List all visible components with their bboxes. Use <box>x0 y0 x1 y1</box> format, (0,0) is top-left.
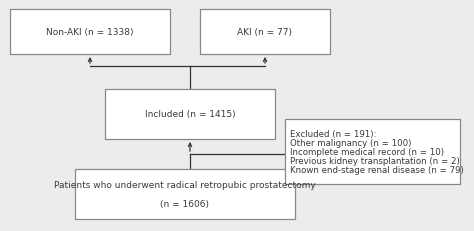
Text: Previous kidney transplantation (n = 2): Previous kidney transplantation (n = 2) <box>290 157 460 165</box>
Text: (n = 1606): (n = 1606) <box>161 199 210 208</box>
Text: Other malignancy (n = 100): Other malignancy (n = 100) <box>290 138 411 147</box>
Text: Included (n = 1415): Included (n = 1415) <box>145 110 235 119</box>
Text: Excluded (n = 191):: Excluded (n = 191): <box>290 129 376 138</box>
Text: Patients who underwent radical retropubic prostatectomy: Patients who underwent radical retropubi… <box>54 180 316 189</box>
FancyBboxPatch shape <box>200 10 330 55</box>
Text: AKI (n = 77): AKI (n = 77) <box>237 28 292 37</box>
FancyBboxPatch shape <box>105 90 275 139</box>
Text: Non-AKI (n = 1338): Non-AKI (n = 1338) <box>46 28 134 37</box>
FancyBboxPatch shape <box>10 10 170 55</box>
Text: Known end-stage renal disease (n = 79): Known end-stage renal disease (n = 79) <box>290 166 464 175</box>
Text: Incomplete medical record (n = 10): Incomplete medical record (n = 10) <box>290 147 444 156</box>
FancyBboxPatch shape <box>75 169 295 219</box>
FancyBboxPatch shape <box>285 119 460 184</box>
